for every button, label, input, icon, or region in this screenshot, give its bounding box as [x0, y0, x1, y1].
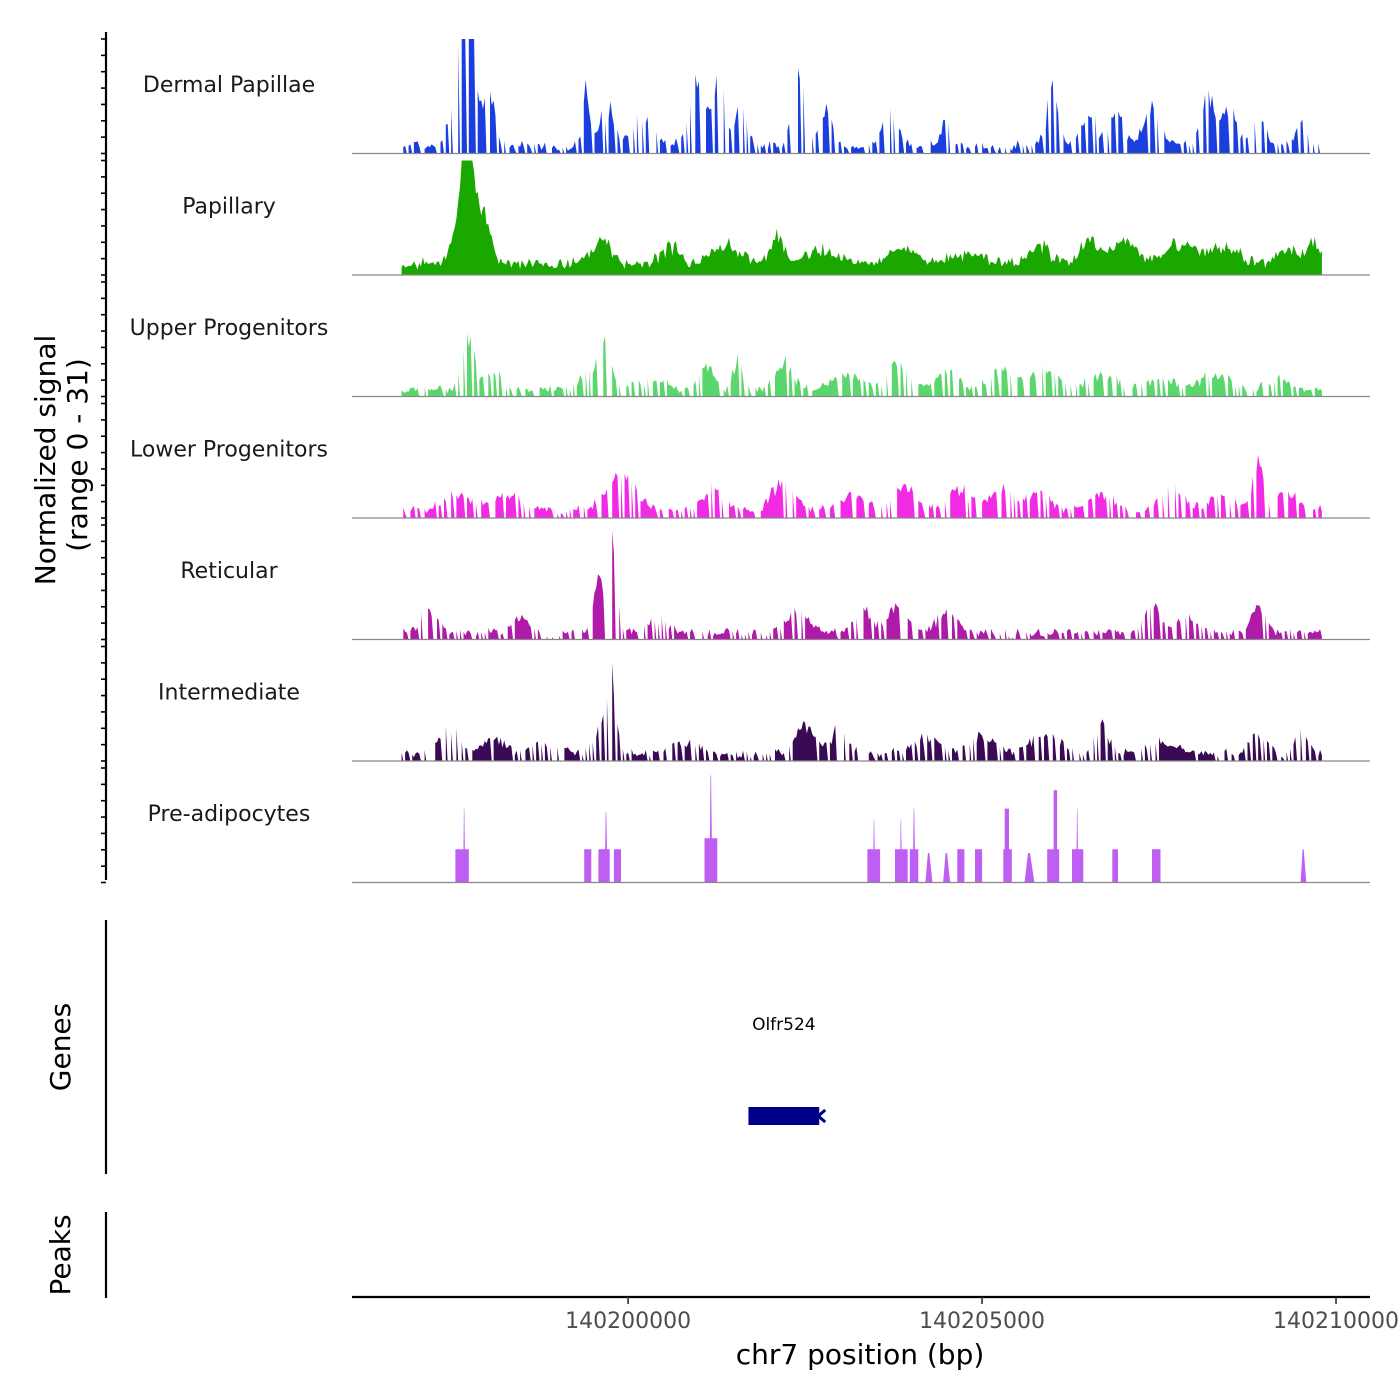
track-reticular: Reticular — [180, 530, 1370, 641]
track-label: Lower Progenitors — [130, 438, 328, 463]
track-intermediate: Intermediate — [158, 662, 1370, 762]
y-axis-subtitle: (range 0 - 31) — [61, 358, 94, 552]
gene-layer: Olfr524 — [748, 1015, 827, 1125]
track-upper-progenitors: Upper Progenitors — [130, 316, 1370, 398]
x-axis-title: chr7 position (bp) — [736, 1338, 985, 1371]
y-axis-title: Normalized signal — [29, 335, 62, 586]
signal-block — [912, 808, 916, 883]
track-label: Dermal Papillae — [143, 73, 315, 98]
signal-block — [1300, 849, 1307, 883]
x-tick-label: 140200000 — [565, 1309, 691, 1334]
peaks-axis-label: Peaks — [44, 1214, 77, 1295]
track-label: Upper Progenitors — [130, 316, 329, 341]
peaks-panel: Peaks — [44, 1212, 108, 1298]
signal-block — [709, 775, 713, 883]
gene-name: Olfr524 — [752, 1015, 816, 1035]
signal-area — [401, 160, 1322, 275]
signal-y-axis — [101, 32, 108, 884]
signal-block — [613, 849, 621, 883]
signal-area — [401, 333, 1322, 397]
signal-block — [943, 853, 951, 883]
signal-block — [1047, 849, 1060, 883]
signal-block — [1024, 853, 1035, 883]
signal-block — [455, 849, 469, 883]
signal-area — [403, 39, 1321, 154]
signal-block — [1076, 808, 1079, 883]
signal-y-axis-ticks — [101, 38, 106, 884]
signal-area — [403, 455, 1322, 518]
gene-body — [748, 1107, 820, 1125]
signal-area — [401, 662, 1322, 761]
x-axis: 140200000 140205000 140210000 — [352, 1295, 1399, 1334]
x-tick-label: 140210000 — [1273, 1309, 1399, 1334]
signal-block — [1053, 790, 1058, 883]
signal-block — [463, 808, 466, 883]
signal-block — [1152, 849, 1161, 883]
x-tick-label: 140205000 — [919, 1309, 1045, 1334]
signal-block — [584, 849, 592, 883]
track-lower-progenitors: Lower Progenitors — [130, 438, 1370, 519]
signal-block — [957, 849, 965, 883]
x-axis-ticks: 140200000 140205000 140210000 — [565, 1297, 1399, 1334]
track-pre-adipocytes: Pre-adipocytes — [148, 775, 1370, 884]
track-label: Pre-adipocytes — [148, 802, 311, 827]
genes-panel: Genes Olfr524 — [44, 920, 827, 1174]
track-dermal-papillae: Dermal Papillae — [143, 39, 1370, 155]
signal-block — [925, 853, 933, 883]
track-papillary: Papillary — [182, 160, 1370, 276]
coverage-tracks: Dermal Papillae Papillary Upper Progenitor… — [130, 39, 1370, 884]
signal-block — [873, 819, 876, 883]
track-label: Intermediate — [158, 681, 300, 706]
signal-block — [604, 812, 608, 883]
signal-block — [975, 849, 983, 883]
track-label: Reticular — [180, 559, 278, 584]
signal-block — [899, 819, 903, 883]
signal-area — [403, 530, 1322, 640]
signal-block — [1004, 808, 1009, 883]
signal-block — [598, 849, 610, 883]
genes-axis-label: Genes — [44, 1003, 77, 1091]
gene-strand-arrow — [815, 1108, 827, 1124]
track-label: Papillary — [182, 195, 276, 220]
signal-block — [1112, 849, 1118, 883]
